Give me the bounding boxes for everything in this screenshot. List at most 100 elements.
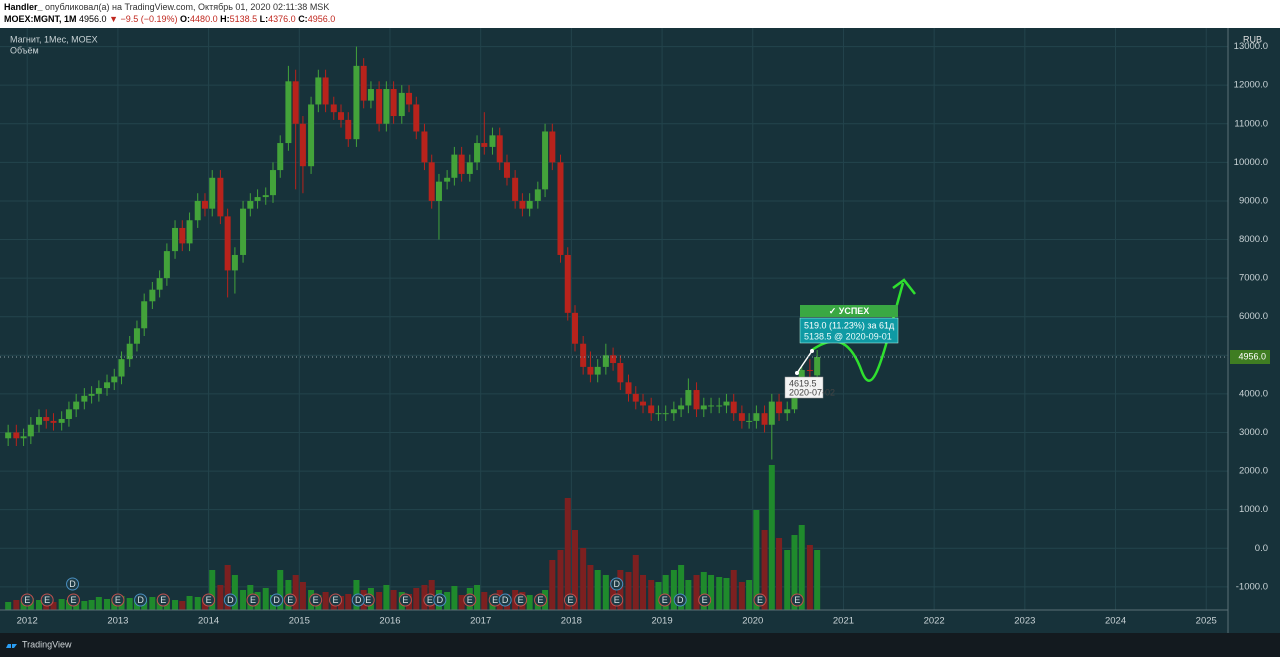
volume-bar — [322, 592, 329, 610]
x-tick-label: 2020 — [742, 616, 763, 627]
candle-body — [428, 162, 435, 201]
candle-body — [338, 112, 345, 120]
event-marker — [673, 593, 687, 607]
candle-body — [277, 143, 284, 171]
volume-bar — [768, 465, 775, 610]
plot-bg — [0, 28, 1280, 633]
event-label: E — [287, 595, 293, 605]
candle-body — [708, 405, 715, 407]
volume-bar — [277, 570, 284, 610]
candle-body — [111, 376, 118, 383]
candle-body — [519, 200, 526, 209]
volume-bar — [474, 585, 481, 610]
candle-body — [776, 401, 783, 414]
candle-body — [806, 369, 813, 371]
event-label: E — [662, 595, 668, 605]
event-label: E — [492, 595, 498, 605]
event-marker — [534, 593, 548, 607]
candle-body — [451, 154, 458, 178]
volume-bar — [761, 530, 768, 610]
candle-body — [201, 200, 208, 209]
volume-bar — [693, 575, 700, 610]
event-marker — [246, 593, 260, 607]
event-label: E — [614, 595, 620, 605]
candle-body — [761, 413, 768, 425]
volume-bar — [376, 592, 383, 610]
volume-bar — [95, 597, 102, 610]
event-label: D — [273, 595, 280, 605]
candle-body — [398, 92, 405, 117]
event-label: E — [538, 595, 544, 605]
candle-body — [435, 181, 442, 201]
y-tick-label: 3000.0 — [1239, 427, 1268, 438]
event-marker — [40, 593, 54, 607]
volume-bar — [791, 535, 798, 610]
last-price-label: 4956.0 — [1238, 351, 1266, 361]
projection-line — [796, 350, 813, 374]
candle-body — [406, 92, 413, 105]
projection-end — [810, 349, 814, 353]
candle-body — [133, 328, 140, 344]
y-tick-label: 10000.0 — [1234, 157, 1268, 168]
event-label: E — [402, 595, 408, 605]
x-tick-label: 2016 — [379, 616, 400, 627]
volume-bar — [292, 575, 299, 610]
header-line1: Handler_ опубликовал(а) на TradingView.c… — [4, 2, 329, 12]
volume-bar — [662, 575, 669, 610]
candle-body — [496, 135, 503, 163]
event-marker — [790, 593, 804, 607]
candle-body — [489, 135, 496, 147]
candle-body — [73, 401, 80, 410]
y-tick-label: 2000.0 — [1239, 466, 1268, 477]
volume-bar — [88, 600, 95, 610]
event-marker — [202, 593, 216, 607]
h: 5138.5 — [230, 14, 258, 24]
candle-body — [549, 131, 556, 163]
volume-bar — [602, 575, 609, 610]
candle-body — [640, 401, 647, 406]
candle-body — [58, 418, 65, 423]
candle-body — [678, 405, 685, 410]
candle-body — [503, 162, 510, 178]
candle-body — [27, 424, 34, 437]
author: Handler_ — [4, 2, 44, 12]
x-tick-label: 2021 — [833, 616, 854, 627]
volume-bar — [716, 577, 723, 610]
y-tick-label: 12000.0 — [1234, 80, 1268, 91]
event-label: E — [702, 595, 708, 605]
y-tick-label: 4000.0 — [1239, 388, 1268, 399]
event-marker — [283, 593, 297, 607]
event-marker — [433, 593, 447, 607]
status: ✓ УСПЕХ — [829, 306, 870, 316]
candles — [5, 46, 821, 460]
volume-bar — [594, 570, 601, 610]
candle-body — [345, 119, 352, 140]
event-label: D — [137, 595, 144, 605]
volume-bar — [730, 570, 737, 610]
volume-bar — [262, 588, 269, 610]
published: опубликовал(а) на TradingView.com, Октяб… — [45, 2, 329, 12]
volume-bar — [632, 555, 639, 610]
y-tick-label: 8000.0 — [1239, 234, 1268, 245]
event-label: E — [313, 595, 319, 605]
volume-bar — [231, 575, 238, 610]
candle-body — [353, 65, 360, 140]
y-tick-label: 6000.0 — [1239, 311, 1268, 322]
volume-bar — [587, 565, 594, 610]
volume-bar — [65, 600, 72, 610]
candle-body — [5, 432, 12, 439]
candle-body — [723, 401, 730, 406]
x-tick-label: 2015 — [289, 616, 310, 627]
x-tick-label: 2013 — [107, 616, 128, 627]
candle-body — [512, 177, 519, 201]
event-label: D — [227, 595, 234, 605]
candle-body — [700, 405, 707, 410]
status-tag — [800, 305, 898, 317]
gain: 519.0 (11.23%) за 61д — [804, 320, 895, 330]
o-label: O: — [180, 14, 190, 24]
candle-body — [693, 390, 700, 410]
event-marker — [658, 593, 672, 607]
candle-body — [224, 216, 231, 271]
currency: RUB — [1243, 34, 1262, 44]
event-label: E — [44, 595, 50, 605]
